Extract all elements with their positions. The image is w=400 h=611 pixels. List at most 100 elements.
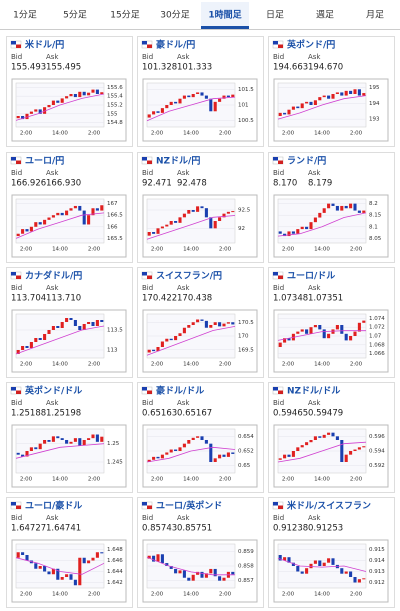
moving-average: [146, 215, 236, 240]
ask-value: 92.478: [177, 179, 207, 189]
x-tick-label: 2:00: [350, 247, 363, 253]
x-tick-label: 14:00: [52, 362, 68, 368]
candle: [327, 95, 331, 99]
candle: [100, 436, 104, 442]
candle: [222, 454, 226, 457]
pair-name[interactable]: NZドル/円: [156, 156, 200, 167]
y-tick-label: 169.5: [238, 347, 254, 353]
candle: [283, 557, 287, 561]
candle: [73, 438, 77, 442]
tab[interactable]: [201, 2, 249, 28]
candle: [218, 576, 222, 581]
candle: [309, 563, 313, 569]
x-tick-label: 14:00: [314, 592, 330, 598]
tab[interactable]: [251, 2, 299, 28]
tab-label[interactable]: 1時間足: [208, 9, 242, 21]
tab[interactable]: [101, 2, 149, 28]
tab[interactable]: [151, 2, 199, 28]
y-tick-label: 1.245: [107, 460, 123, 466]
y-tick-label: 1.642: [107, 580, 123, 586]
candle: [100, 92, 104, 94]
bid-value: 8.170: [273, 179, 297, 189]
pair-name[interactable]: 英ポンド/ドル: [24, 385, 82, 397]
y-tick-label: 1.074: [369, 316, 385, 322]
pair-name[interactable]: スイスフラン/円: [156, 271, 222, 282]
candle: [218, 98, 222, 102]
candle: [213, 221, 217, 229]
y-tick-label: 8.15: [369, 213, 382, 219]
pair-name[interactable]: NZドル/ドル: [287, 386, 340, 397]
tab-label[interactable]: 週足: [316, 10, 334, 21]
y-tick-label: 166: [107, 224, 118, 230]
tab-label[interactable]: 1分足: [13, 10, 37, 21]
pair-name[interactable]: ランド/円: [287, 156, 326, 167]
y-tick-label: 0.859: [238, 549, 254, 555]
x-tick-label: 2:00: [282, 247, 295, 253]
candle: [182, 95, 186, 99]
bid-label: Bid: [142, 284, 153, 292]
ask-value: 101.333: [177, 63, 212, 73]
ask-value: 0.85751: [177, 524, 212, 534]
candle: [87, 92, 91, 96]
ask-label: Ask: [46, 284, 59, 292]
candle: [182, 443, 186, 448]
candle: [29, 226, 33, 232]
pair-name[interactable]: 豪ドル/ドル: [156, 385, 204, 397]
candle: [200, 92, 204, 96]
candle: [287, 338, 291, 341]
candle: [362, 93, 366, 96]
candle: [182, 570, 186, 578]
pair-name[interactable]: 米ドル/円: [24, 39, 64, 51]
x-tick-label: 2:00: [282, 131, 295, 137]
bid-value: 155.493: [11, 63, 46, 73]
tab-label[interactable]: 5分足: [63, 10, 87, 21]
pair-name[interactable]: 豪ドル/円: [156, 39, 195, 51]
tab-label[interactable]: 月足: [366, 10, 384, 21]
candle: [95, 89, 99, 94]
tab[interactable]: [1, 2, 49, 28]
tab-label[interactable]: 15分足: [110, 10, 139, 21]
moving-average: [277, 557, 367, 572]
pair-name[interactable]: ユーロ/豪ドル: [25, 500, 82, 512]
y-tick-label: 0.65: [238, 463, 251, 469]
candle: [152, 349, 156, 352]
candle: [278, 555, 282, 561]
pair-name[interactable]: カナダドル/円: [25, 270, 82, 282]
candle: [340, 325, 344, 334]
tab-label[interactable]: 30分足: [160, 10, 189, 21]
candle: [313, 217, 317, 223]
moving-average: [15, 443, 105, 459]
candle: [147, 349, 151, 353]
candle: [60, 212, 64, 216]
candle: [278, 112, 282, 116]
candle: [318, 212, 322, 218]
tab-label[interactable]: 日足: [266, 10, 284, 21]
candle: [178, 570, 182, 574]
flag: [142, 41, 147, 45]
flag: [11, 41, 16, 45]
tab[interactable]: [51, 2, 99, 28]
pair-name[interactable]: 英ポンド/円: [286, 39, 335, 51]
pair-name[interactable]: ユーロ/英ポンド: [156, 500, 222, 512]
tab[interactable]: [351, 2, 399, 28]
ask-label: Ask: [308, 169, 321, 177]
candle: [147, 555, 151, 559]
y-tick-label: 113.5: [107, 328, 123, 334]
candle: [353, 449, 357, 451]
candle: [335, 325, 339, 330]
candle: [16, 233, 20, 237]
pair-name[interactable]: ユーロ/ドル: [287, 271, 335, 282]
pair-name[interactable]: ユーロ/円: [25, 156, 64, 167]
candle: [34, 563, 38, 569]
candle: [160, 108, 164, 113]
candle: [353, 331, 357, 336]
candle: [331, 558, 335, 565]
candle: [34, 222, 38, 227]
tab[interactable]: [301, 2, 349, 28]
y-tick-label: 1.644: [107, 569, 123, 575]
candle: [78, 438, 82, 446]
bid-label: Bid: [273, 169, 284, 177]
candle: [38, 222, 42, 225]
x-tick-label: 2:00: [219, 247, 232, 253]
pair-name[interactable]: 米ドル/スイスフラン: [286, 500, 371, 512]
